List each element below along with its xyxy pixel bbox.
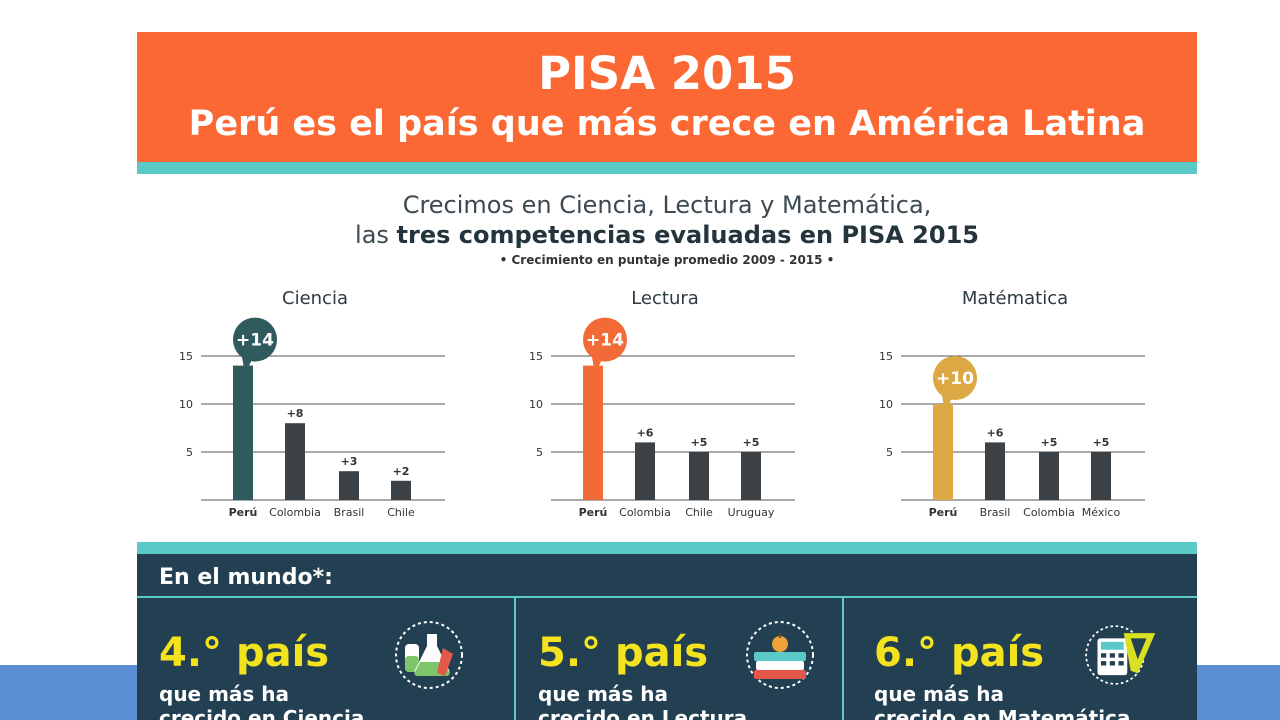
bar-uruguay xyxy=(741,452,761,500)
y-tick-label: 15 xyxy=(179,350,193,363)
data-label: +10 xyxy=(936,369,974,389)
category-label: Brasil xyxy=(980,506,1011,519)
rank-desc-subject: Ciencia xyxy=(282,706,365,720)
y-tick-label: 10 xyxy=(879,398,893,411)
intro-note: • Crecimiento en puntaje promedio 2009 -… xyxy=(499,253,835,267)
page-subtitle: Perú es el país que más crece en América… xyxy=(188,104,1146,144)
bar-chile xyxy=(689,452,709,500)
chart-0: Ciencia 5 10 15 Perú +14 Colombia +8 Brasil +3 Chi… xyxy=(179,288,445,519)
data-label: +6 xyxy=(637,426,654,439)
intro-line-1: Crecimos en Ciencia, Lectura y Matemátic… xyxy=(402,191,932,219)
category-label: Uruguay xyxy=(728,506,775,519)
y-tick-label: 5 xyxy=(536,446,543,459)
panel-divider xyxy=(842,598,844,720)
data-label: +5 xyxy=(1041,436,1058,449)
data-label: +5 xyxy=(691,436,708,449)
rank-desc-line2: crecido en Matemática xyxy=(874,706,1130,720)
rank-desc-line1: que más ha xyxy=(538,682,669,706)
y-tick-label: 5 xyxy=(886,446,893,459)
value-bubble-pointer xyxy=(241,351,253,374)
data-label: +5 xyxy=(1093,436,1110,449)
data-label: +8 xyxy=(287,407,304,420)
bar-brasil xyxy=(339,471,359,500)
charts-area: Ciencia 5 10 15 Perú +14 Colombia +8 Brasil +3 Chi… xyxy=(179,288,1145,519)
panel-divider xyxy=(514,598,516,720)
data-label: +5 xyxy=(743,436,760,449)
category-label: Colombia xyxy=(1023,506,1075,519)
value-bubble-pointer xyxy=(941,390,953,412)
category-label: Colombia xyxy=(619,506,671,519)
world-divider-line xyxy=(137,596,1197,598)
category-label: Perú xyxy=(929,506,958,519)
world-panel-lectura: 5.° país que más ha crecido en Lectura xyxy=(516,598,842,720)
rank-desc-line2: crecido en Lectura xyxy=(538,706,747,720)
value-bubble-pointer xyxy=(591,351,603,374)
rank-label: 5.° país xyxy=(538,630,709,676)
header-stripe xyxy=(137,162,1197,174)
rank-desc-subject: Matemática xyxy=(997,706,1131,720)
data-label: +6 xyxy=(987,426,1004,439)
category-label: Chile xyxy=(387,506,415,519)
bar-chile xyxy=(391,480,411,500)
y-tick-label: 10 xyxy=(529,398,543,411)
chart-2: Matématica 5 10 15 Perú +10 Brasil +6 Colombia +5… xyxy=(879,288,1145,519)
world-panel-matematica: 6.° país que más ha crecido en Matemátic… xyxy=(844,598,1197,720)
rank-desc-line2: crecido en Ciencia xyxy=(159,706,364,720)
bar-perú xyxy=(933,404,953,500)
bar-colombia xyxy=(635,442,655,500)
y-tick-label: 10 xyxy=(179,398,193,411)
category-label: Brasil xyxy=(334,506,365,519)
bar-brasil xyxy=(985,442,1005,500)
y-tick-label: 15 xyxy=(529,350,543,363)
rank-desc-prefix: crecido en xyxy=(538,706,662,720)
category-label: Perú xyxy=(229,506,258,519)
rank-desc-prefix: crecido en xyxy=(874,706,998,720)
intro-line-2-prefix: las xyxy=(355,221,397,249)
world-title: En el mundo*: xyxy=(159,565,333,590)
chart-title: Matématica xyxy=(962,288,1068,309)
rank-desc-line1: que más ha xyxy=(874,682,1005,706)
rank-desc-line1: que más ha xyxy=(159,682,290,706)
y-tick-label: 15 xyxy=(879,350,893,363)
books-icon xyxy=(746,621,814,689)
data-label: +14 xyxy=(586,331,624,351)
rank-label: 6.° país xyxy=(874,630,1045,676)
infographic: PISA 2015 Perú es el país que más crece … xyxy=(137,32,1197,720)
world-panel-ciencia: 4.° país que más ha crecido en Ciencia xyxy=(137,598,514,720)
value-bubble xyxy=(933,356,977,400)
calculator-icon xyxy=(1085,625,1156,685)
data-label: +14 xyxy=(236,331,274,351)
rank-desc-prefix: crecido en xyxy=(159,706,283,720)
intro-line-2: las tres competencias evaluadas en PISA … xyxy=(137,220,1197,250)
bar-perú xyxy=(233,365,253,500)
rank-desc-subject: Lectura xyxy=(661,706,748,720)
rank-label: 4.° país xyxy=(159,630,330,676)
bar-méxico xyxy=(1091,452,1111,500)
world-stripe xyxy=(137,542,1197,554)
category-label: Perú xyxy=(579,506,608,519)
value-bubble xyxy=(233,317,277,362)
chart-1: Lectura 5 10 15 Perú +14 Colombia +6 Chile +5 Urug… xyxy=(529,288,795,519)
category-label: México xyxy=(1082,506,1121,519)
category-label: Colombia xyxy=(269,506,321,519)
y-tick-label: 5 xyxy=(186,446,193,459)
category-label: Chile xyxy=(685,506,713,519)
value-bubble xyxy=(583,317,627,362)
bar-colombia xyxy=(285,423,305,500)
world-section: En el mundo*: 4.° país que más ha crecid… xyxy=(137,554,1197,720)
flask-icon xyxy=(395,621,463,689)
bar-colombia xyxy=(1039,452,1059,500)
intro-line-2-bold: tres competencias evaluadas en PISA 2015 xyxy=(396,221,979,249)
header-banner: PISA 2015 Perú es el país que más crece … xyxy=(137,32,1197,162)
bar-perú xyxy=(583,365,603,500)
chart-title: Ciencia xyxy=(282,288,348,309)
chart-title: Lectura xyxy=(631,288,699,309)
page-title: PISA 2015 xyxy=(538,47,796,100)
data-label: +3 xyxy=(341,455,358,468)
data-label: +2 xyxy=(393,465,410,478)
